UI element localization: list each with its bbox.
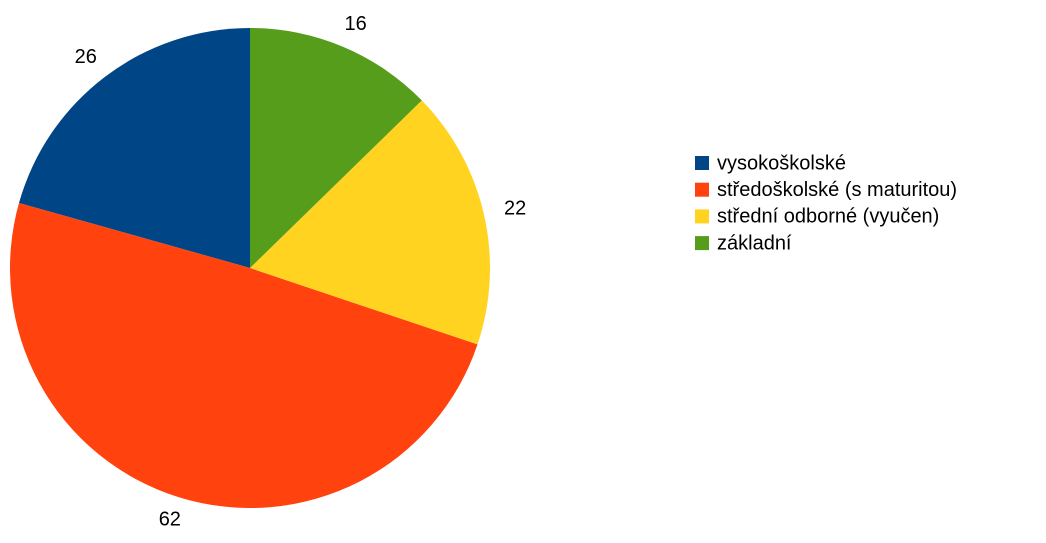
legend-label: základní <box>717 232 792 254</box>
data-label: 26 <box>75 46 97 68</box>
data-label: 22 <box>504 198 526 220</box>
data-label: 16 <box>345 13 367 35</box>
legend-swatch <box>695 209 709 224</box>
data-label: 62 <box>159 509 181 531</box>
legend-label: střední odborné (vyučen) <box>717 206 939 228</box>
pie-slice <box>9 202 478 509</box>
legend-label: vysokoškolské <box>717 152 846 174</box>
legend-swatch <box>695 236 709 251</box>
pie-slice <box>250 27 422 268</box>
pie-slice <box>250 100 491 345</box>
legend-swatch <box>695 156 709 170</box>
legend-swatch <box>695 182 709 197</box>
legend-label: středoškolské (s maturitou) <box>717 179 957 201</box>
pie-slice <box>18 28 250 268</box>
